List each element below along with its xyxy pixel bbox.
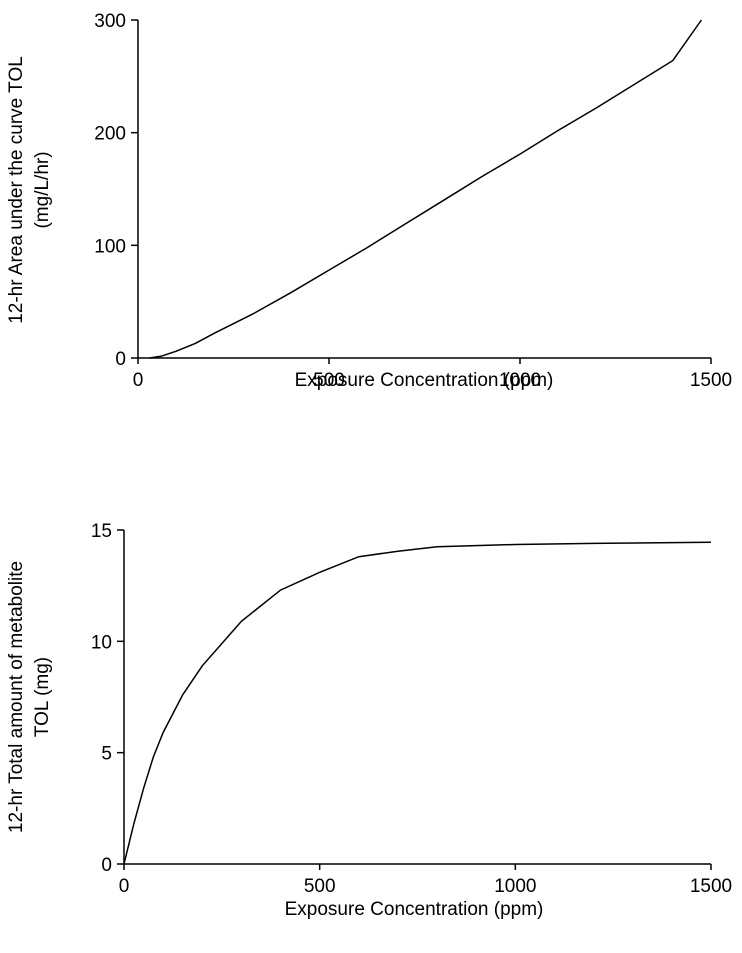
y-tick-label: 0 xyxy=(101,855,112,876)
y-axis-label-line-2: (mg/L/hr) xyxy=(32,151,53,228)
x-tick-label: 1500 xyxy=(690,876,732,897)
series-line xyxy=(123,541,712,865)
chart-top: 0 100 200 300 0 500 1000 1500 Exposure Concent… xyxy=(6,11,732,391)
x-ticks: 0 500 1000 1500 xyxy=(119,864,732,897)
y-axis-label-line-2: TOL (mg) xyxy=(32,657,53,737)
y-tick-label: 15 xyxy=(91,521,112,542)
y-ticks: 0 5 10 15 xyxy=(91,521,124,876)
x-axis-label: Exposure Concentration (ppm) xyxy=(295,370,554,391)
y-tick-label: 200 xyxy=(94,124,126,145)
x-tick-label: 1000 xyxy=(499,370,541,391)
x-tick-label: 500 xyxy=(313,370,345,391)
x-ticks: 0 500 1000 1500 xyxy=(133,358,732,391)
x-axis-label: Exposure Concentration (ppm) xyxy=(285,899,544,920)
series-line xyxy=(149,19,703,359)
x-tick-label: 500 xyxy=(304,876,336,897)
x-tick-label: 0 xyxy=(119,876,130,897)
y-axis-label-line-1: 12-hr Area under the curve TOL xyxy=(6,56,27,324)
x-tick-label: 1500 xyxy=(690,370,732,391)
x-tick-label: 0 xyxy=(133,370,144,391)
chart-bottom: 0 5 10 15 0 500 1000 1500 Exposure Concentrati… xyxy=(6,521,732,920)
y-tick-label: 100 xyxy=(94,236,126,257)
x-tick-label: 1000 xyxy=(494,876,536,897)
y-tick-label: 5 xyxy=(101,744,112,765)
y-axis-label-line-1: 12-hr Total amount of metabolite xyxy=(6,561,27,833)
y-tick-label: 300 xyxy=(94,11,126,32)
y-tick-label: 0 xyxy=(115,349,126,370)
y-ticks: 0 100 200 300 xyxy=(94,11,138,370)
y-tick-label: 10 xyxy=(91,632,112,653)
